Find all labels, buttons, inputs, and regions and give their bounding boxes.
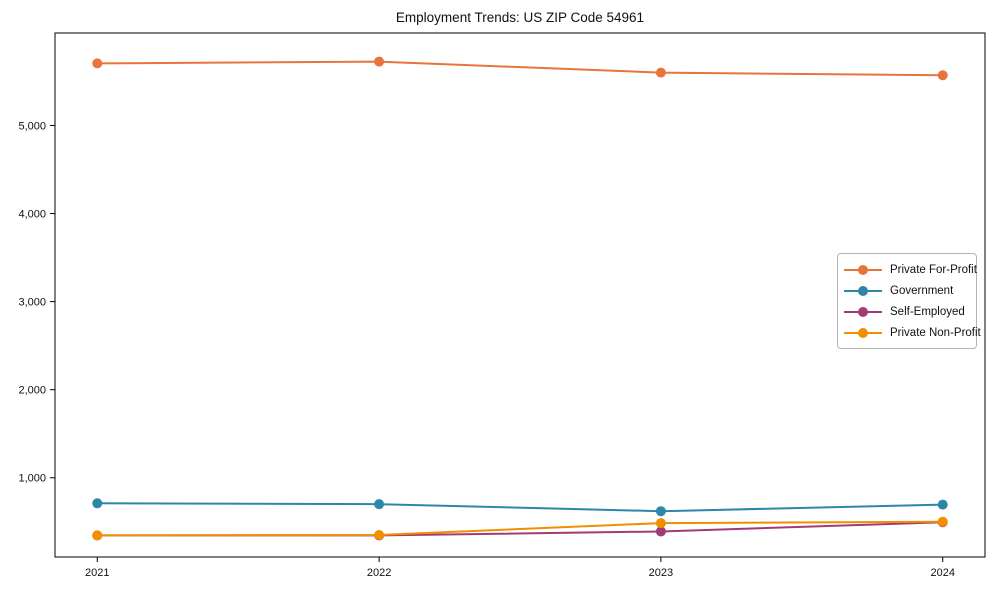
y-tick-label: 3,000 — [18, 297, 46, 309]
legend-label: Self-Employed — [890, 305, 965, 318]
line-marker-icon — [844, 264, 882, 275]
series-private-for-profit — [92, 56, 948, 81]
legend: Private For-Profit Government Self-Emplo… — [837, 253, 981, 349]
y-tick-label: 1,000 — [18, 473, 46, 485]
legend-label: Private Non-Profit — [890, 326, 981, 339]
line-marker-icon — [844, 285, 882, 296]
x-tick-label: 2023 — [649, 567, 673, 579]
plot-frame — [54, 32, 986, 558]
chart-title: Employment Trends: US ZIP Code 54961 — [395, 10, 645, 25]
y-tick-label: 5,000 — [18, 120, 46, 132]
x-tick-label: 2024 — [930, 567, 954, 579]
x-tick-label: 2022 — [367, 567, 391, 579]
series-private-non-profit — [92, 516, 948, 541]
legend-label: Private For-Profit — [890, 263, 977, 276]
line-marker-icon — [844, 306, 882, 317]
line-marker-icon — [844, 327, 882, 338]
legend-label: Government — [890, 284, 954, 297]
series-government — [92, 498, 948, 517]
legend-item: Private Non-Profit — [844, 322, 981, 343]
legend-item: Self-Employed — [844, 301, 970, 322]
y-tick-label: 2,000 — [18, 385, 46, 397]
legend-item: Government — [844, 280, 970, 301]
x-tick-label: 2021 — [85, 567, 109, 579]
legend-item: Private For-Profit — [844, 259, 977, 280]
y-tick-label: 4,000 — [18, 209, 46, 221]
